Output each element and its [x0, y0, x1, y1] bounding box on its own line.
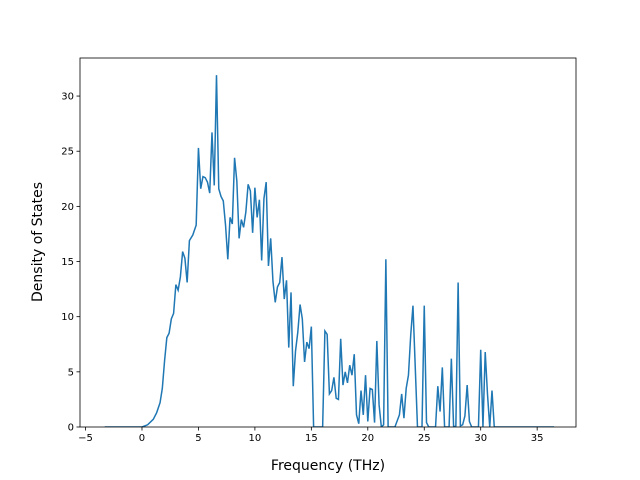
y-tick-label: 0 — [68, 423, 74, 434]
x-tick-label: 0 — [139, 433, 145, 444]
y-tick-label: 10 — [61, 312, 74, 323]
x-tick-label: 15 — [305, 433, 318, 444]
y-tick-label: 20 — [61, 202, 74, 213]
y-tick-label: 25 — [61, 147, 74, 158]
x-tick-label: 10 — [249, 433, 262, 444]
y-tick-label: 5 — [68, 367, 74, 378]
x-axis-label: Frequency (THz) — [271, 458, 385, 474]
plot-frame — [79, 57, 577, 428]
data-line — [104, 75, 555, 427]
y-axis-label: Density of States — [30, 182, 46, 302]
x-tick-label: 25 — [418, 433, 431, 444]
y-tick-label: 30 — [61, 92, 74, 103]
x-tick-label: 35 — [531, 433, 544, 444]
y-tick-label: 15 — [61, 257, 74, 268]
x-tick-label: 30 — [474, 433, 487, 444]
x-tick-label: 5 — [195, 433, 201, 444]
x-tick-label: 20 — [361, 433, 374, 444]
x-tick-label: −5 — [78, 433, 93, 444]
